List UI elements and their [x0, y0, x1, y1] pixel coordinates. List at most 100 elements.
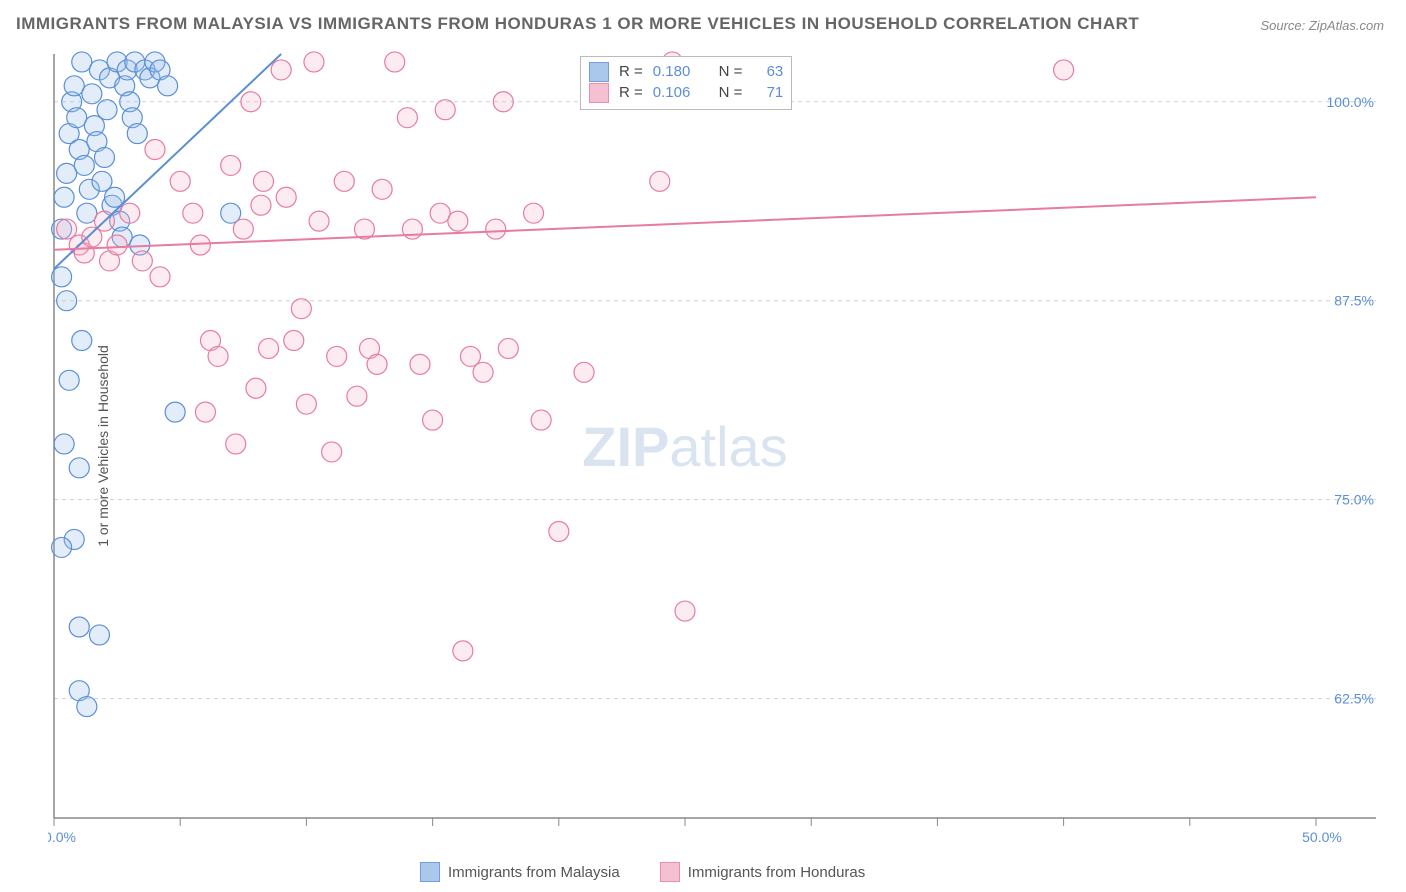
stat-r-value: 0.180	[653, 61, 691, 82]
data-point	[276, 187, 296, 207]
stat-n-value: 63	[767, 61, 784, 82]
data-point	[67, 108, 87, 128]
legend-item: Immigrants from Malaysia	[420, 862, 620, 882]
y-tick-label: 100.0%	[1327, 94, 1374, 110]
data-point	[284, 331, 304, 351]
data-point	[132, 251, 152, 271]
data-point	[52, 537, 72, 557]
data-point	[410, 354, 430, 374]
data-point	[327, 346, 347, 366]
data-point	[574, 362, 594, 382]
data-point	[322, 442, 342, 462]
stats-legend-box: R = 0.180 N = 63 R = 0.106 N = 71	[580, 56, 792, 110]
data-point	[54, 434, 74, 454]
data-point	[253, 171, 273, 191]
data-point	[531, 410, 551, 430]
chart-area: 62.5%75.0%87.5%100.0%0.0%50.0%ZIPatlas	[48, 48, 1388, 844]
data-point	[650, 171, 670, 191]
data-point	[473, 362, 493, 382]
data-point	[54, 187, 74, 207]
data-point	[486, 219, 506, 239]
source-attribution: Source: ZipAtlas.com	[1260, 18, 1384, 33]
data-point	[170, 171, 190, 191]
series-swatch	[589, 62, 609, 82]
data-point	[448, 211, 468, 231]
data-point	[69, 617, 89, 637]
data-point	[69, 458, 89, 478]
data-point	[89, 625, 109, 645]
stat-r-value: 0.106	[653, 82, 691, 103]
data-point	[145, 140, 165, 160]
series-swatch	[589, 83, 609, 103]
data-point	[1054, 60, 1074, 80]
data-point	[64, 76, 84, 96]
legend-item: Immigrants from Honduras	[660, 862, 866, 882]
data-point	[107, 235, 127, 255]
data-point	[57, 291, 77, 311]
y-tick-label: 62.5%	[1334, 691, 1374, 707]
data-point	[435, 100, 455, 120]
stat-n-label: N =	[719, 61, 743, 82]
data-point	[397, 108, 417, 128]
data-point	[77, 697, 97, 717]
data-point	[498, 338, 518, 358]
data-point	[334, 171, 354, 191]
data-point	[304, 52, 324, 72]
data-point	[97, 100, 117, 120]
data-point	[150, 267, 170, 287]
scatter-chart: 62.5%75.0%87.5%100.0%0.0%50.0%ZIPatlas	[48, 48, 1388, 844]
data-point	[430, 203, 450, 223]
data-point	[226, 434, 246, 454]
data-point	[271, 60, 291, 80]
stat-n-value: 71	[767, 82, 784, 103]
legend-label: Immigrants from Honduras	[688, 864, 866, 881]
data-point	[347, 386, 367, 406]
data-point	[675, 601, 695, 621]
chart-title: IMMIGRANTS FROM MALAYSIA VS IMMIGRANTS F…	[16, 14, 1139, 34]
data-point	[94, 147, 114, 167]
x-tick-label: 50.0%	[1302, 829, 1342, 844]
data-point	[82, 84, 102, 104]
data-point	[296, 394, 316, 414]
data-point	[158, 76, 178, 96]
data-point	[208, 346, 228, 366]
data-point	[493, 92, 513, 112]
data-point	[190, 235, 210, 255]
data-point	[165, 402, 185, 422]
series-legend: Immigrants from Malaysia Immigrants from …	[420, 862, 865, 882]
data-point	[385, 52, 405, 72]
data-point	[291, 299, 311, 319]
data-point	[524, 203, 544, 223]
stats-row: R = 0.106 N = 71	[589, 82, 783, 103]
data-point	[372, 179, 392, 199]
data-point	[367, 354, 387, 374]
legend-label: Immigrants from Malaysia	[448, 864, 620, 881]
data-point	[221, 155, 241, 175]
data-point	[72, 52, 92, 72]
data-point	[127, 124, 147, 144]
data-point	[251, 195, 271, 215]
legend-swatch	[420, 862, 440, 882]
data-point	[59, 370, 79, 390]
data-point	[74, 155, 94, 175]
data-point	[241, 92, 261, 112]
data-point	[423, 410, 443, 430]
data-point	[72, 331, 92, 351]
data-point	[246, 378, 266, 398]
x-tick-label: 0.0%	[48, 829, 76, 844]
y-tick-label: 87.5%	[1334, 293, 1374, 309]
stat-r-label: R =	[619, 82, 643, 103]
y-tick-label: 75.0%	[1334, 492, 1374, 508]
data-point	[183, 203, 203, 223]
legend-swatch	[660, 862, 680, 882]
stats-row: R = 0.180 N = 63	[589, 61, 783, 82]
data-point	[195, 402, 215, 422]
data-point	[52, 267, 72, 287]
data-point	[259, 338, 279, 358]
data-point	[57, 163, 77, 183]
data-point	[549, 522, 569, 542]
stat-n-label: N =	[719, 82, 743, 103]
data-point	[453, 641, 473, 661]
data-point	[77, 203, 97, 223]
stat-r-label: R =	[619, 61, 643, 82]
